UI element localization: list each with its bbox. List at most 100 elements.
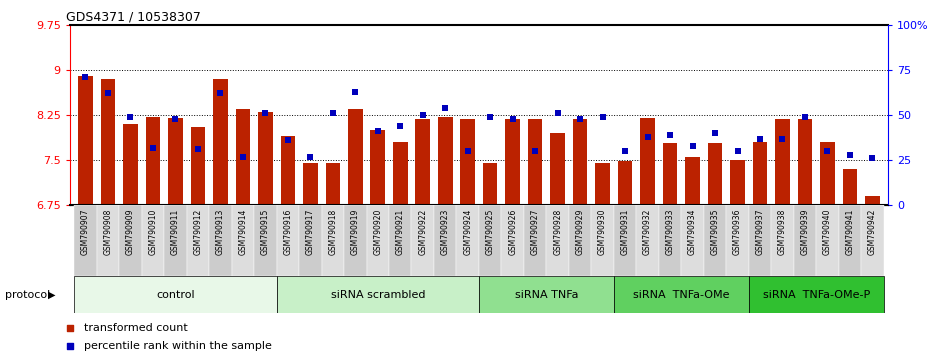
Bar	[524, 205, 547, 276]
Bar	[119, 205, 141, 276]
Bar	[798, 119, 812, 205]
Bar	[258, 112, 272, 205]
Bar	[74, 276, 276, 313]
Point	[551, 110, 565, 116]
Bar	[326, 163, 340, 205]
Bar	[483, 163, 498, 205]
Point	[662, 132, 677, 138]
Text: GSM790911: GSM790911	[171, 209, 179, 255]
Point	[618, 148, 632, 154]
Bar	[146, 117, 160, 205]
Point	[730, 148, 745, 154]
Bar	[74, 205, 97, 276]
Bar	[726, 205, 749, 276]
Text: GSM790920: GSM790920	[373, 209, 382, 255]
Text: GSM790909: GSM790909	[126, 209, 135, 255]
Bar	[839, 205, 861, 276]
Text: GSM790941: GSM790941	[845, 209, 855, 255]
Point	[78, 74, 93, 80]
Text: GSM790928: GSM790928	[553, 209, 562, 255]
Bar	[591, 205, 614, 276]
Bar	[793, 205, 817, 276]
Point	[472, 257, 486, 262]
Bar	[416, 119, 430, 205]
Point	[595, 114, 610, 120]
Bar	[78, 76, 93, 205]
Bar	[595, 163, 610, 205]
Point	[527, 148, 542, 154]
Text: GSM790937: GSM790937	[755, 209, 764, 255]
Bar	[187, 205, 209, 276]
Point	[752, 136, 767, 141]
Point	[573, 116, 588, 121]
Point	[438, 105, 453, 111]
Point	[640, 134, 655, 139]
Text: GSM790924: GSM790924	[463, 209, 472, 255]
Text: GSM790912: GSM790912	[193, 209, 203, 255]
Bar	[685, 157, 700, 205]
Text: GSM790939: GSM790939	[801, 209, 809, 255]
Bar	[551, 133, 565, 205]
Point	[370, 129, 385, 134]
Text: GSM790930: GSM790930	[598, 209, 607, 255]
Bar	[682, 205, 704, 276]
Text: GSM790919: GSM790919	[351, 209, 360, 255]
Bar	[100, 79, 115, 205]
Point	[348, 89, 363, 95]
Bar	[752, 142, 767, 205]
Text: GSM790938: GSM790938	[778, 209, 787, 255]
Point	[100, 91, 115, 96]
Text: GSM790927: GSM790927	[531, 209, 539, 255]
Bar	[303, 163, 318, 205]
Point	[843, 152, 857, 158]
Text: GSM790925: GSM790925	[485, 209, 495, 255]
Bar	[276, 276, 479, 313]
Text: transformed count: transformed count	[85, 322, 188, 332]
Point	[416, 112, 431, 118]
Point	[303, 154, 318, 159]
Point	[392, 123, 407, 129]
Text: GSM790923: GSM790923	[441, 209, 450, 255]
Bar	[366, 205, 389, 276]
Point	[213, 91, 228, 96]
Point	[775, 136, 790, 141]
Text: GSM790936: GSM790936	[733, 209, 742, 255]
Bar	[843, 169, 857, 205]
Text: siRNA  TNFa-OMe-P: siRNA TNFa-OMe-P	[763, 290, 870, 300]
Point	[326, 110, 340, 116]
Bar	[663, 143, 677, 205]
Bar	[438, 117, 453, 205]
Bar	[254, 205, 276, 276]
Bar	[505, 119, 520, 205]
Text: ▶: ▶	[48, 290, 56, 300]
Bar	[547, 205, 569, 276]
Bar	[501, 205, 524, 276]
Text: control: control	[156, 290, 194, 300]
Bar	[708, 143, 723, 205]
Bar	[771, 205, 793, 276]
Bar	[322, 205, 344, 276]
Text: siRNA  TNFa-OMe: siRNA TNFa-OMe	[633, 290, 729, 300]
Text: GSM790907: GSM790907	[81, 209, 90, 255]
Text: GSM790922: GSM790922	[418, 209, 427, 255]
Bar	[704, 205, 726, 276]
Text: GSM790910: GSM790910	[149, 209, 157, 255]
Point	[168, 116, 183, 121]
Bar	[141, 205, 165, 276]
Text: GSM790934: GSM790934	[688, 209, 698, 255]
Bar	[191, 127, 206, 205]
Bar	[165, 205, 187, 276]
Bar	[820, 142, 835, 205]
Bar	[276, 205, 299, 276]
Text: GSM790917: GSM790917	[306, 209, 315, 255]
Bar	[457, 205, 479, 276]
Point	[460, 148, 475, 154]
Point	[258, 110, 272, 116]
Bar	[213, 79, 228, 205]
Bar	[299, 205, 322, 276]
Bar	[123, 124, 138, 205]
Text: GSM790932: GSM790932	[643, 209, 652, 255]
Text: GSM790916: GSM790916	[284, 209, 292, 255]
Bar	[344, 205, 366, 276]
Bar	[730, 160, 745, 205]
